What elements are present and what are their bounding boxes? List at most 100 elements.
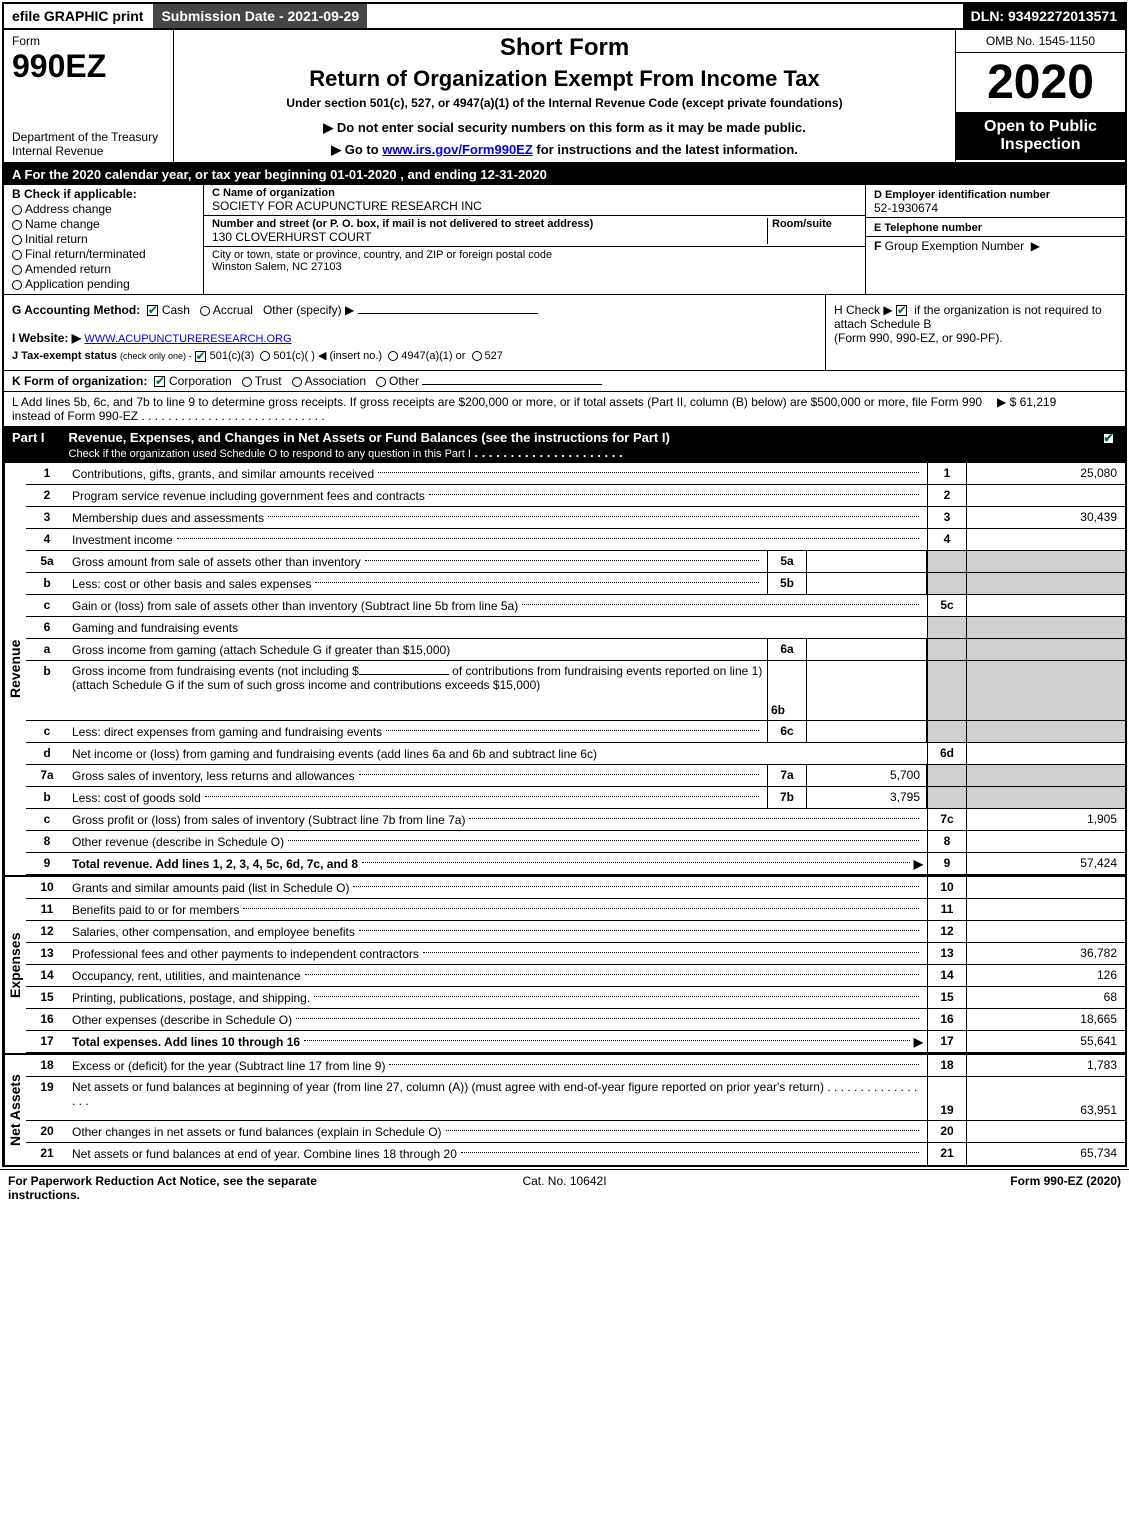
amt-14: 126: [967, 965, 1125, 986]
form-word: Form: [12, 34, 165, 48]
c-addr-value: 130 CLOVERHURST COURT: [212, 230, 372, 244]
amt-4: [967, 529, 1125, 550]
page-footer: For Paperwork Reduction Act Notice, see …: [0, 1169, 1129, 1206]
cb-501c[interactable]: [260, 351, 270, 361]
cb-corporation[interactable]: [154, 376, 165, 387]
top-bar: efile GRAPHIC print Submission Date - 20…: [4, 4, 1125, 30]
part-1-title: Revenue, Expenses, and Changes in Net As…: [61, 427, 1095, 463]
row-g-h: G Accounting Method: Cash Accrual Other …: [4, 295, 1125, 371]
row-a-tax-year: A For the 2020 calendar year, or tax yea…: [4, 164, 1125, 185]
ssn-warning: ▶ Do not enter social security numbers o…: [182, 120, 947, 136]
amt-17: 55,641: [967, 1031, 1125, 1052]
e-phone-label: E Telephone number: [874, 222, 982, 234]
amt-15: 68: [967, 987, 1125, 1008]
website-link[interactable]: WWW.ACUPUNCTURERESEARCH.ORG: [84, 333, 291, 345]
cb-501c3[interactable]: [195, 351, 206, 362]
cb-application-pending[interactable]: Application pending: [12, 277, 195, 291]
c-room-label: Room/suite: [772, 218, 832, 230]
row-g-accounting: G Accounting Method: Cash Accrual Other …: [4, 295, 825, 370]
header-center: Short Form Return of Organization Exempt…: [174, 30, 955, 162]
cb-amended-return[interactable]: Amended return: [12, 262, 195, 276]
instructions-link-row: ▶ Go to www.irs.gov/Form990EZ for instru…: [182, 142, 947, 158]
other-org-input[interactable]: [422, 384, 602, 385]
c-city-label: City or town, state or province, country…: [212, 249, 552, 261]
amt-3: 30,439: [967, 507, 1125, 528]
cb-527[interactable]: [472, 351, 482, 361]
omb-number: OMB No. 1545-1150: [956, 30, 1125, 53]
row-h-schedule-b: H Check ▶ if the organization is not req…: [825, 295, 1125, 370]
i-website-label: I Website: ▶: [12, 331, 81, 345]
col-d-e-f: D Employer identification number 52-1930…: [865, 185, 1125, 294]
header-right: OMB No. 1545-1150 2020 Open to Public In…: [955, 30, 1125, 162]
sidelabel-expenses: Expenses: [4, 877, 26, 1053]
row-l: L Add lines 5b, 6c, and 7b to line 9 to …: [4, 392, 1125, 427]
cb-final-return[interactable]: Final return/terminated: [12, 247, 195, 261]
efile-label: efile GRAPHIC print: [4, 4, 153, 28]
row-k: K Form of organization: Corporation Trus…: [4, 371, 1125, 392]
submission-date: Submission Date - 2021-09-29: [153, 4, 369, 28]
amt-9: 57,424: [967, 853, 1125, 874]
col-b-checkboxes: B Check if applicable: Address change Na…: [4, 185, 204, 294]
footer-right: Form 990-EZ (2020): [750, 1174, 1121, 1202]
header-left: Form 990EZ Department of the TreasuryInt…: [4, 30, 174, 162]
revenue-table: Revenue 1Contributions, gifts, grants, a…: [4, 463, 1125, 875]
section-b-to-f: B Check if applicable: Address change Na…: [4, 185, 1125, 295]
amt-11: [967, 899, 1125, 920]
amt-5c: [967, 595, 1125, 616]
val-7a: 5,700: [807, 765, 927, 786]
amt-7c: 1,905: [967, 809, 1125, 830]
d-ein-value: 52-1930674: [874, 201, 938, 215]
amt-2: [967, 485, 1125, 506]
amt-8: [967, 831, 1125, 852]
dln-label: DLN: 93492272013571: [963, 4, 1125, 28]
cb-association[interactable]: [292, 377, 302, 387]
amt-12: [967, 921, 1125, 942]
cb-name-change[interactable]: Name change: [12, 217, 195, 231]
sidelabel-revenue: Revenue: [4, 463, 26, 875]
net-assets-table: Net Assets 18Excess or (deficit) for the…: [4, 1053, 1125, 1165]
cb-trust[interactable]: [242, 377, 252, 387]
form-subtitle: Under section 501(c), 527, or 4947(a)(1)…: [182, 96, 947, 110]
amt-21: 65,734: [967, 1143, 1125, 1165]
amt-18: 1,783: [967, 1055, 1125, 1076]
cb-other-org[interactable]: [376, 377, 386, 387]
cb-4947[interactable]: [388, 351, 398, 361]
col-c-org-info: C Name of organization SOCIETY FOR ACUPU…: [204, 185, 865, 294]
cb-initial-return[interactable]: Initial return: [12, 232, 195, 246]
d-ein-label: D Employer identification number: [874, 189, 1050, 201]
amt-16: 18,665: [967, 1009, 1125, 1030]
part-1-tag: Part I: [4, 427, 61, 463]
footer-center: Cat. No. 10642I: [379, 1174, 750, 1202]
expenses-table: Expenses 10Grants and similar amounts pa…: [4, 875, 1125, 1053]
form-title: Return of Organization Exempt From Incom…: [182, 66, 947, 92]
header: Form 990EZ Department of the TreasuryInt…: [4, 30, 1125, 164]
form-number: 990EZ: [12, 48, 165, 85]
irs-link[interactable]: www.irs.gov/Form990EZ: [382, 142, 533, 157]
tax-year: 2020: [956, 53, 1125, 112]
cb-cash[interactable]: [147, 305, 158, 316]
c-name-value: SOCIETY FOR ACUPUNCTURE RESEARCH INC: [212, 199, 482, 213]
cb-address-change[interactable]: Address change: [12, 202, 195, 216]
row-l-amount: ▶ $ 61,219: [997, 395, 1117, 423]
val-7b: 3,795: [807, 787, 927, 808]
dept-treasury: Department of the TreasuryInternal Reven…: [12, 130, 165, 158]
cb-accrual[interactable]: [200, 306, 210, 316]
cb-schedule-b[interactable]: [896, 305, 907, 316]
amt-6d: [967, 743, 1125, 764]
f-group-label: F Group Exemption Number ▶: [874, 239, 1040, 253]
other-specify-input[interactable]: [358, 313, 538, 314]
cb-schedule-o[interactable]: [1103, 433, 1114, 444]
sidelabel-net-assets: Net Assets: [4, 1055, 26, 1165]
form-page: efile GRAPHIC print Submission Date - 20…: [2, 2, 1127, 1167]
footer-left: For Paperwork Reduction Act Notice, see …: [8, 1174, 379, 1202]
part-1-header: Part I Revenue, Expenses, and Changes in…: [4, 427, 1125, 463]
c-name-label: C Name of organization: [212, 187, 335, 199]
amt-10: [967, 877, 1125, 898]
c-city-value: Winston Salem, NC 27103: [212, 261, 342, 273]
amt-1: 25,080: [967, 463, 1125, 484]
c-addr-label: Number and street (or P. O. box, if mail…: [212, 218, 593, 230]
amt-20: [967, 1121, 1125, 1142]
open-to-public: Open to Public Inspection: [956, 112, 1125, 160]
short-form-title: Short Form: [182, 34, 947, 62]
amt-13: 36,782: [967, 943, 1125, 964]
